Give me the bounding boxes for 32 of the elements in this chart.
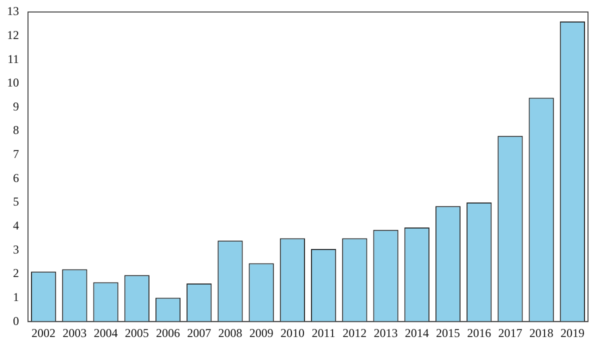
y-tick-label: 1 xyxy=(13,290,19,304)
y-tick-label: 10 xyxy=(7,76,19,90)
x-tick-label: 2006 xyxy=(156,326,180,340)
x-tick-label: 2004 xyxy=(94,326,118,340)
y-tick-label: 7 xyxy=(13,147,19,162)
x-tick-label: 2002 xyxy=(32,326,56,340)
x-tick-label: 2017 xyxy=(498,326,522,340)
y-tick-label: 8 xyxy=(13,123,19,138)
x-tick-label: 2013 xyxy=(374,326,398,340)
x-tick-label: 2019 xyxy=(560,326,584,340)
y-tick-label: 13 xyxy=(7,4,19,18)
y-tick-label: 11 xyxy=(7,52,19,66)
y-tick-label: 12 xyxy=(7,28,19,42)
y-tick-label: 9 xyxy=(13,99,19,114)
y-tick-label: 6 xyxy=(13,170,19,185)
x-tick-label: 2003 xyxy=(62,326,87,340)
y-tick-label: 2 xyxy=(13,266,19,280)
y-tick-label: 5 xyxy=(13,194,19,209)
y-tick-label: 0 xyxy=(13,314,19,328)
x-tick-label: 2015 xyxy=(436,326,460,340)
x-tick-label: 2016 xyxy=(467,326,492,340)
x-tick-label: 2005 xyxy=(124,326,149,340)
x-tick-label: 2018 xyxy=(529,326,554,340)
x-tick-label: 2014 xyxy=(404,326,429,340)
x-tick-label: 2009 xyxy=(249,326,274,340)
y-tick-label: 3 xyxy=(13,242,19,256)
y-tick-label: 4 xyxy=(13,218,19,232)
x-tick-label: 2010 xyxy=(280,326,304,340)
x-tick-label: 2011 xyxy=(312,326,336,340)
x-tick-label: 2007 xyxy=(187,326,212,340)
x-tick-label: 2012 xyxy=(342,326,367,340)
x-tick-label: 2008 xyxy=(218,326,242,340)
